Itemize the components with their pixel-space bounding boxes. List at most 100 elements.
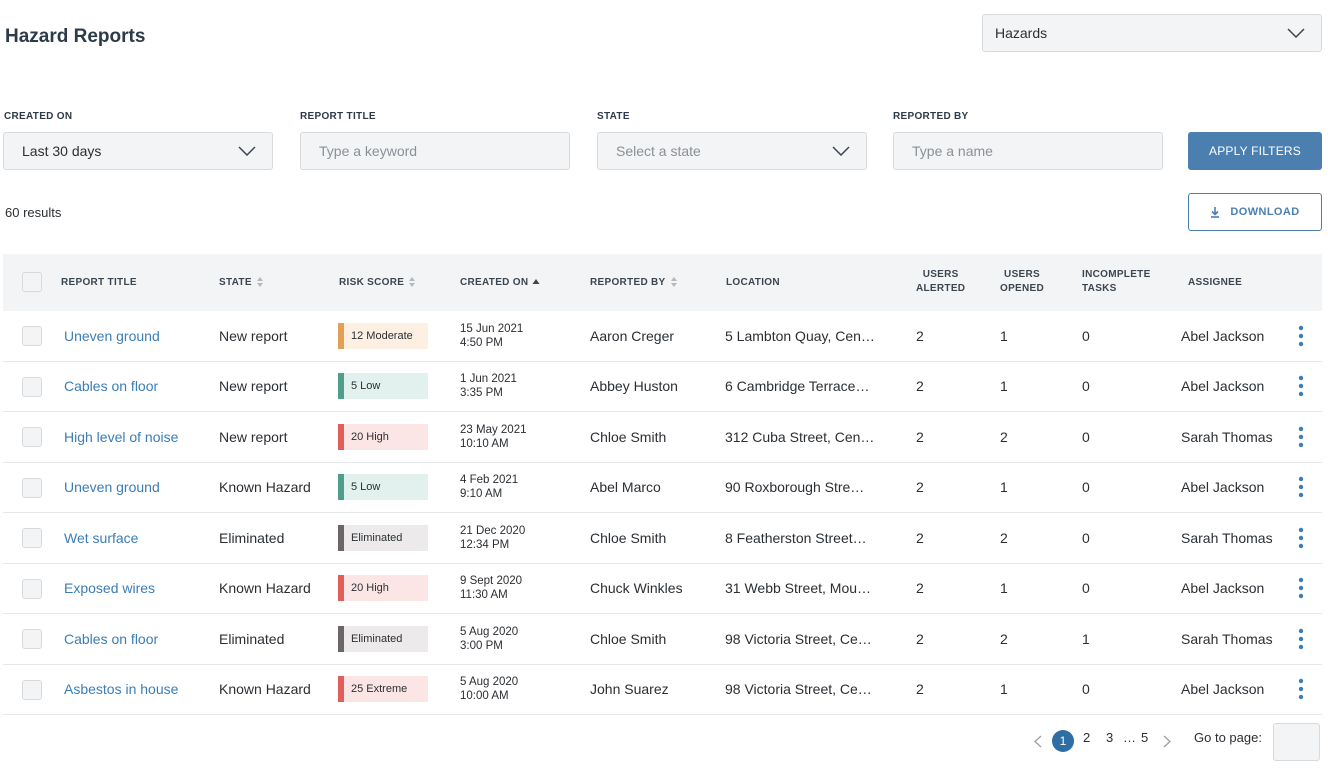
page-title: Hazard Reports [5, 26, 146, 47]
table-row[interactable]: Asbestos in house Known Hazard 25 Extrem… [3, 665, 1322, 715]
more-options-icon[interactable] [1297, 527, 1305, 549]
more-options-icon[interactable] [1297, 628, 1305, 650]
created-on-value: 23 May 2021 10:10 AM [460, 423, 527, 451]
page-3-button[interactable]: 3 [1106, 730, 1114, 745]
col-risk-score[interactable]: RISK SCORE [339, 276, 416, 290]
created-on-value: 5 Aug 2020 10:00 AM [460, 675, 518, 703]
table-row[interactable]: Wet surface Eliminated Eliminated 21 Dec… [3, 513, 1322, 564]
users-alerted-value: 2 [916, 580, 924, 597]
table-row[interactable]: High level of noise New report 20 High 2… [3, 412, 1322, 463]
go-to-page-input[interactable] [1273, 723, 1320, 761]
col-reported-by[interactable]: REPORTED BY [590, 276, 678, 290]
created-on-value: 15 Jun 2021 4:50 PM [460, 322, 523, 350]
created-date: 23 May 2021 [460, 423, 527, 436]
select-all-checkbox[interactable] [22, 272, 42, 292]
more-options-icon[interactable] [1297, 325, 1305, 347]
report-title-link[interactable]: Uneven ground [64, 479, 160, 496]
risk-score-badge: 20 High [338, 575, 428, 602]
risk-score-badge: 25 Extreme [338, 676, 428, 703]
col-created-on[interactable]: CREATED ON [460, 276, 540, 290]
chevron-left-icon[interactable] [1034, 735, 1042, 748]
state-value: Known Hazard [219, 681, 311, 698]
report-title-link[interactable]: Exposed wires [64, 580, 156, 597]
created-time: 3:00 PM [460, 639, 503, 652]
page-5-button[interactable]: 5 [1141, 730, 1149, 745]
state-select[interactable]: Select a state [597, 132, 867, 170]
assignee-value: Sarah Thomas [1181, 428, 1273, 445]
sort-icon [256, 277, 263, 288]
apply-filters-button[interactable]: APPLY FILTERS [1188, 132, 1322, 170]
row-checkbox[interactable] [22, 326, 42, 346]
report-title-link[interactable]: Uneven ground [64, 327, 160, 344]
table-header: REPORT TITLE STATE RISK SCORE CREATED ON… [3, 254, 1322, 311]
users-opened-value: 1 [1000, 479, 1008, 496]
risk-score-badge: 5 Low [338, 474, 428, 501]
report-title-input[interactable]: Type a keyword [300, 132, 570, 170]
table-row[interactable]: Cables on floor Eliminated Eliminated 5 … [3, 614, 1322, 665]
row-checkbox[interactable] [22, 679, 42, 700]
report-title-placeholder: Type a keyword [319, 143, 418, 159]
module-select[interactable]: Hazards [982, 14, 1322, 52]
risk-score-label: 25 Extreme [351, 683, 408, 696]
col-users-alerted-line2: ALERTED [916, 283, 966, 294]
table-row[interactable]: Uneven ground Known Hazard 5 Low 4 Feb 2… [3, 463, 1322, 513]
assignee-value: Abel Jackson [1181, 378, 1265, 395]
more-options-icon[interactable] [1297, 476, 1305, 498]
page-2-button[interactable]: 2 [1083, 730, 1091, 745]
users-opened-value: 2 [1000, 529, 1008, 546]
report-title-link[interactable]: Cables on floor [64, 630, 159, 647]
col-users-opened: USERS OPENED [1000, 268, 1044, 296]
reported-by-value: John Suarez [590, 681, 669, 698]
table-row[interactable]: Exposed wires Known Hazard 20 High 9 Sep… [3, 564, 1322, 614]
page-ellipsis: … [1123, 730, 1136, 745]
created-time: 11:30 AM [460, 589, 508, 602]
created-date: 9 Sept 2020 [460, 575, 523, 588]
report-title-link[interactable]: Asbestos in house [64, 681, 179, 698]
col-state[interactable]: STATE [219, 276, 264, 290]
more-options-icon[interactable] [1297, 678, 1305, 700]
report-title-link[interactable]: Cables on floor [64, 378, 159, 395]
state-placeholder: Select a state [616, 143, 701, 159]
assignee-value: Abel Jackson [1181, 327, 1265, 344]
row-checkbox[interactable] [22, 629, 42, 649]
col-location: LOCATION [726, 277, 780, 288]
row-checkbox[interactable] [22, 477, 42, 498]
row-checkbox[interactable] [22, 578, 42, 599]
location-value: 31 Webb Street, Mou… [725, 580, 872, 597]
more-options-icon[interactable] [1297, 375, 1305, 397]
users-alerted-value: 2 [916, 327, 924, 344]
created-time: 4:50 PM [460, 336, 503, 349]
table-row[interactable]: Cables on floor New report 5 Low 1 Jun 2… [3, 362, 1322, 412]
created-on-value: 4 Feb 2021 9:10 AM [460, 473, 518, 501]
incomplete-tasks-value: 0 [1082, 428, 1090, 445]
table-row[interactable]: Uneven ground New report 12 Moderate 15 … [3, 311, 1322, 362]
risk-score-label: Eliminated [351, 632, 403, 645]
users-alerted-value: 2 [916, 681, 924, 698]
report-title-link[interactable]: Wet surface [64, 529, 139, 546]
page-1-button[interactable]: 1 [1052, 730, 1074, 752]
risk-score-badge: 12 Moderate [338, 322, 428, 349]
created-on-select[interactable]: Last 30 days [3, 132, 273, 170]
incomplete-tasks-value: 0 [1082, 378, 1090, 395]
download-label: DOWNLOAD [1230, 206, 1300, 218]
more-options-icon[interactable] [1297, 577, 1305, 599]
chevron-right-icon[interactable] [1163, 735, 1171, 748]
location-value: 8 Featherston Street… [725, 529, 867, 546]
reported-by-placeholder: Type a name [912, 143, 993, 159]
col-assignee: ASSIGNEE [1188, 277, 1243, 288]
incomplete-tasks-value: 0 [1082, 479, 1090, 496]
row-checkbox[interactable] [22, 376, 42, 397]
reported-by-value: Aaron Creger [590, 327, 675, 344]
col-incomplete-tasks-line2: TASKS [1082, 283, 1117, 294]
more-options-icon[interactable] [1297, 426, 1305, 448]
module-select-value: Hazards [995, 25, 1048, 41]
download-button[interactable]: DOWNLOAD [1188, 193, 1322, 231]
created-date: 1 Jun 2021 [460, 373, 517, 386]
assignee-value: Abel Jackson [1181, 580, 1265, 597]
row-checkbox[interactable] [22, 427, 42, 447]
reported-by-value: Chloe Smith [590, 529, 667, 546]
row-checkbox[interactable] [22, 528, 42, 548]
report-title-link[interactable]: High level of noise [64, 428, 179, 445]
created-time: 12:34 PM [460, 538, 510, 551]
reported-by-input[interactable]: Type a name [893, 132, 1163, 170]
